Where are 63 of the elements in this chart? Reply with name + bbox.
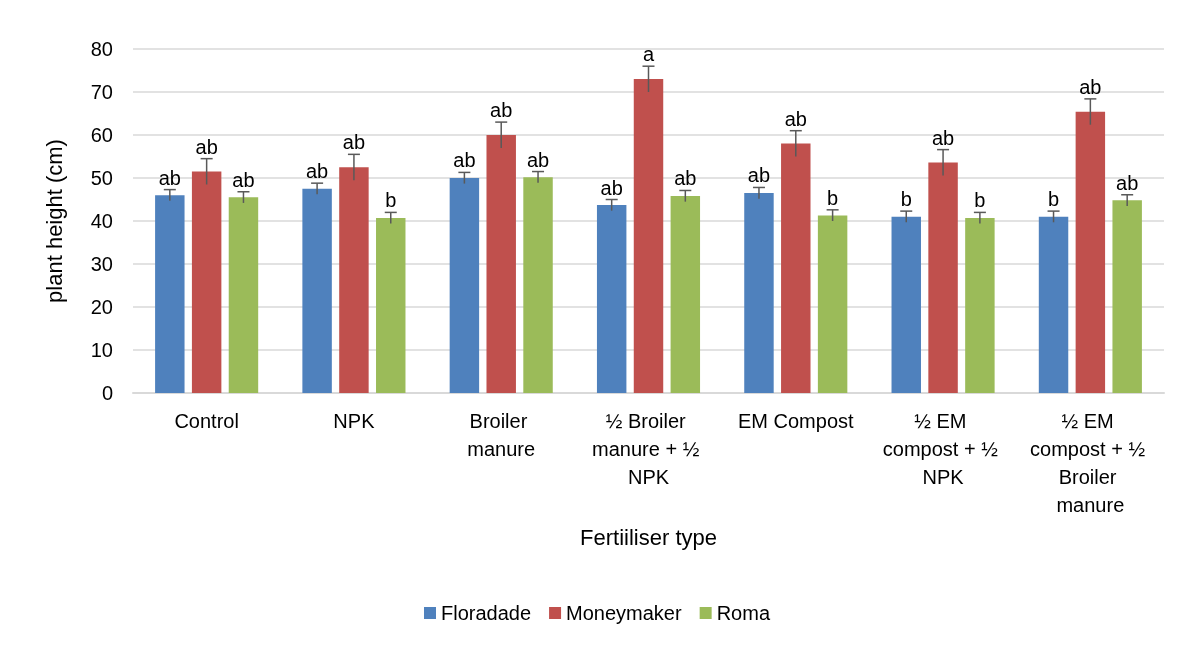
- bar: [1075, 111, 1106, 393]
- bar: [781, 143, 811, 393]
- data-label: ab: [195, 135, 218, 158]
- data-label: ab: [490, 99, 513, 122]
- data-label: b: [974, 189, 986, 212]
- data-label: b: [900, 188, 912, 211]
- bar: [339, 167, 369, 393]
- bar: [449, 178, 480, 393]
- bar: [302, 188, 332, 393]
- data-label: ab: [1116, 171, 1139, 194]
- data-label: ab: [526, 148, 550, 171]
- bar: [155, 195, 185, 393]
- x-axis-title: Fertiiliser type: [580, 524, 717, 550]
- bar: [928, 162, 958, 393]
- data-label: a: [642, 43, 655, 66]
- data-label: ab: [747, 164, 771, 187]
- data-label: ab: [453, 149, 476, 172]
- x-tick-label: ½ EM compost + ½ NPK: [882, 410, 1004, 488]
- y-tick-label: 20: [90, 296, 113, 318]
- data-label: ab: [1079, 75, 1102, 98]
- x-tick-label: NPK: [333, 410, 376, 432]
- bar: [965, 217, 995, 393]
- data-label: ab: [784, 107, 807, 130]
- legend-label: Roma: [716, 602, 771, 624]
- bar: [191, 171, 222, 393]
- legend-label: Moneymaker: [566, 602, 682, 624]
- y-tick-label: 80: [90, 38, 113, 60]
- data-label: ab: [674, 167, 697, 190]
- y-tick-label: 60: [90, 124, 113, 146]
- data-label: b: [1047, 188, 1060, 211]
- bar: [670, 196, 701, 393]
- data-label: ab: [931, 126, 955, 149]
- data-label: ab: [342, 131, 366, 154]
- x-tick-label: Broiler manure: [467, 410, 536, 460]
- y-tick-label: 40: [90, 210, 113, 232]
- x-tick-label: ½ Broiler manure + ½ NPK: [592, 410, 705, 488]
- y-tick-label: 30: [90, 253, 113, 275]
- y-tick-label: 70: [90, 81, 113, 103]
- bar: [228, 197, 259, 393]
- bar: [1112, 200, 1142, 393]
- legend-label: Floradade: [441, 602, 532, 624]
- data-label: ab: [232, 168, 255, 191]
- bar: [523, 177, 553, 393]
- x-tick-label: EM Compost: [737, 410, 855, 432]
- data-label: b: [827, 186, 839, 209]
- bar: [891, 216, 921, 393]
- bar: [633, 79, 664, 393]
- data-label: ab: [158, 166, 181, 189]
- bar: [376, 217, 406, 393]
- bar: [744, 193, 774, 393]
- y-tick-label: 10: [90, 339, 113, 361]
- x-tick-label: ½ EM compost + ½ Broiler manure: [1030, 410, 1151, 516]
- data-label: ab: [600, 176, 623, 199]
- bar: [596, 205, 627, 393]
- y-axis-title: plant height (cm): [41, 139, 67, 303]
- y-tick-label: 0: [101, 382, 113, 404]
- y-tick-label: 50: [90, 167, 113, 189]
- bar: [486, 135, 516, 393]
- data-label: b: [385, 189, 397, 212]
- data-label: ab: [305, 160, 329, 183]
- bar: [817, 215, 848, 393]
- x-tick-label: Control: [174, 410, 239, 432]
- bar: [1038, 216, 1069, 393]
